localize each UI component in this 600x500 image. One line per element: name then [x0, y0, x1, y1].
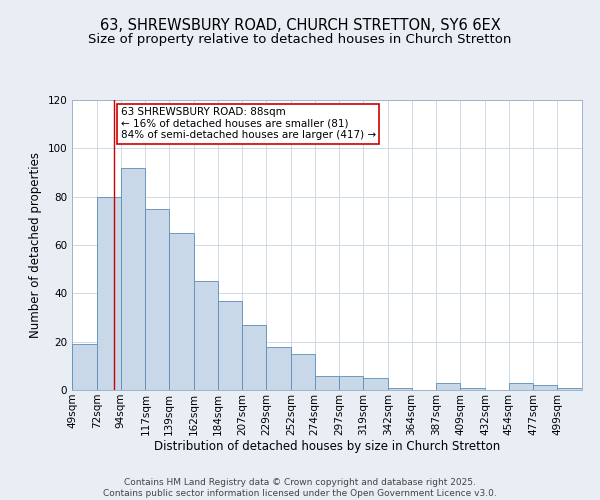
Bar — [533, 385, 557, 390]
Bar — [169, 233, 194, 390]
Text: Size of property relative to detached houses in Church Stretton: Size of property relative to detached ho… — [88, 32, 512, 46]
Bar — [121, 168, 145, 390]
Y-axis label: Number of detached properties: Number of detached properties — [29, 152, 42, 338]
Bar — [194, 281, 218, 390]
Bar — [363, 378, 388, 390]
Bar — [145, 209, 169, 390]
Bar — [436, 383, 460, 390]
Bar — [388, 388, 412, 390]
Text: 63, SHREWSBURY ROAD, CHURCH STRETTON, SY6 6EX: 63, SHREWSBURY ROAD, CHURCH STRETTON, SY… — [100, 18, 500, 32]
Bar — [266, 346, 291, 390]
Bar — [509, 383, 533, 390]
Bar — [291, 354, 314, 390]
Bar — [557, 388, 582, 390]
Bar — [242, 325, 266, 390]
Bar — [218, 300, 242, 390]
Bar — [340, 376, 363, 390]
Text: 63 SHREWSBURY ROAD: 88sqm
← 16% of detached houses are smaller (81)
84% of semi-: 63 SHREWSBURY ROAD: 88sqm ← 16% of detac… — [121, 108, 376, 140]
Bar — [97, 196, 121, 390]
Text: Contains HM Land Registry data © Crown copyright and database right 2025.
Contai: Contains HM Land Registry data © Crown c… — [103, 478, 497, 498]
Bar — [72, 344, 97, 390]
X-axis label: Distribution of detached houses by size in Church Stretton: Distribution of detached houses by size … — [154, 440, 500, 454]
Bar — [314, 376, 340, 390]
Bar — [460, 388, 485, 390]
